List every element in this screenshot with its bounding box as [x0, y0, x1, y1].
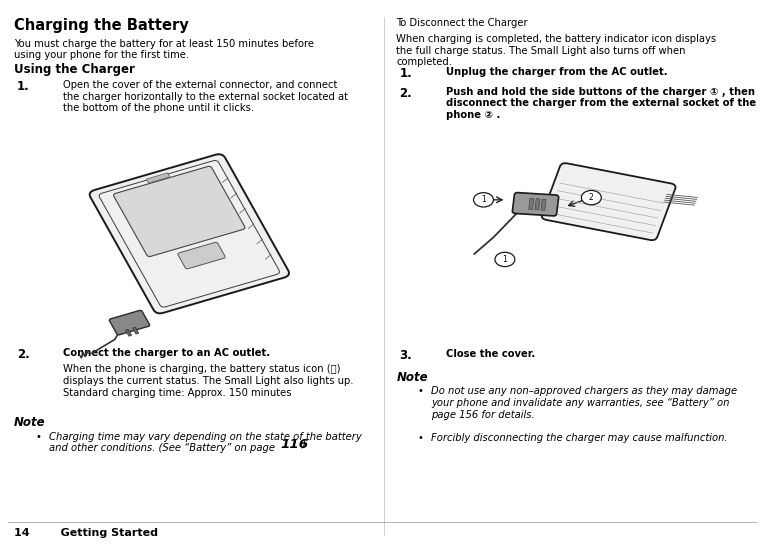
- Text: Connect the charger to an AC outlet.: Connect the charger to an AC outlet.: [63, 348, 271, 358]
- Text: 14        Getting Started: 14 Getting Started: [14, 528, 158, 538]
- Text: •: •: [35, 432, 41, 442]
- Bar: [146, 173, 170, 183]
- Text: Open the cover of the external connector, and connect
the charger horizontally t: Open the cover of the external connector…: [63, 80, 349, 113]
- Text: Note: Note: [14, 416, 45, 429]
- Text: 1.: 1.: [399, 67, 412, 81]
- Text: Note: Note: [396, 371, 428, 384]
- FancyBboxPatch shape: [177, 242, 225, 269]
- Text: Charging the Battery: Charging the Battery: [14, 18, 188, 33]
- Text: Using the Charger: Using the Charger: [14, 63, 135, 76]
- Text: You must charge the battery for at least 150 minutes before
using your phone for: You must charge the battery for at least…: [14, 39, 314, 60]
- FancyBboxPatch shape: [90, 154, 289, 314]
- Circle shape: [581, 190, 601, 205]
- Text: 1: 1: [503, 255, 507, 264]
- Text: Do not use any non–approved chargers as they may damage
your phone and invalidat: Do not use any non–approved chargers as …: [431, 386, 737, 420]
- Text: .): .): [299, 438, 306, 448]
- FancyBboxPatch shape: [113, 166, 245, 257]
- Bar: [535, 199, 540, 210]
- FancyBboxPatch shape: [513, 193, 558, 216]
- Text: When the phone is charging, the battery status icon (⎕)
displays the current sta: When the phone is charging, the battery …: [63, 364, 354, 397]
- Text: To Disconnect the Charger: To Disconnect the Charger: [396, 18, 528, 28]
- Bar: [132, 327, 138, 334]
- Text: When charging is completed, the battery indicator icon displays
the full charge : When charging is completed, the battery …: [396, 34, 716, 67]
- FancyBboxPatch shape: [109, 310, 150, 335]
- Text: 2.: 2.: [399, 87, 412, 100]
- Text: 1.: 1.: [17, 80, 30, 93]
- Bar: [529, 198, 534, 210]
- Circle shape: [474, 193, 493, 207]
- Circle shape: [495, 252, 515, 267]
- Text: Push and hold the side buttons of the charger ① , then
disconnect the charger fr: Push and hold the side buttons of the ch…: [446, 87, 756, 120]
- Text: Charging time may vary depending on the state of the battery
and other condition: Charging time may vary depending on the …: [49, 432, 362, 453]
- Text: 2: 2: [589, 193, 594, 202]
- Text: 3.: 3.: [399, 349, 412, 362]
- Text: 116: 116: [280, 438, 308, 452]
- Bar: [541, 199, 546, 210]
- Text: Forcibly disconnecting the charger may cause malfunction.: Forcibly disconnecting the charger may c…: [431, 433, 728, 443]
- FancyBboxPatch shape: [542, 163, 675, 240]
- Bar: [125, 329, 132, 336]
- Text: Unplug the charger from the AC outlet.: Unplug the charger from the AC outlet.: [446, 67, 668, 77]
- Text: 1: 1: [481, 195, 486, 204]
- Text: Close the cover.: Close the cover.: [446, 349, 536, 359]
- Text: 2.: 2.: [17, 348, 30, 361]
- Text: •: •: [418, 386, 424, 396]
- Text: •: •: [418, 433, 424, 443]
